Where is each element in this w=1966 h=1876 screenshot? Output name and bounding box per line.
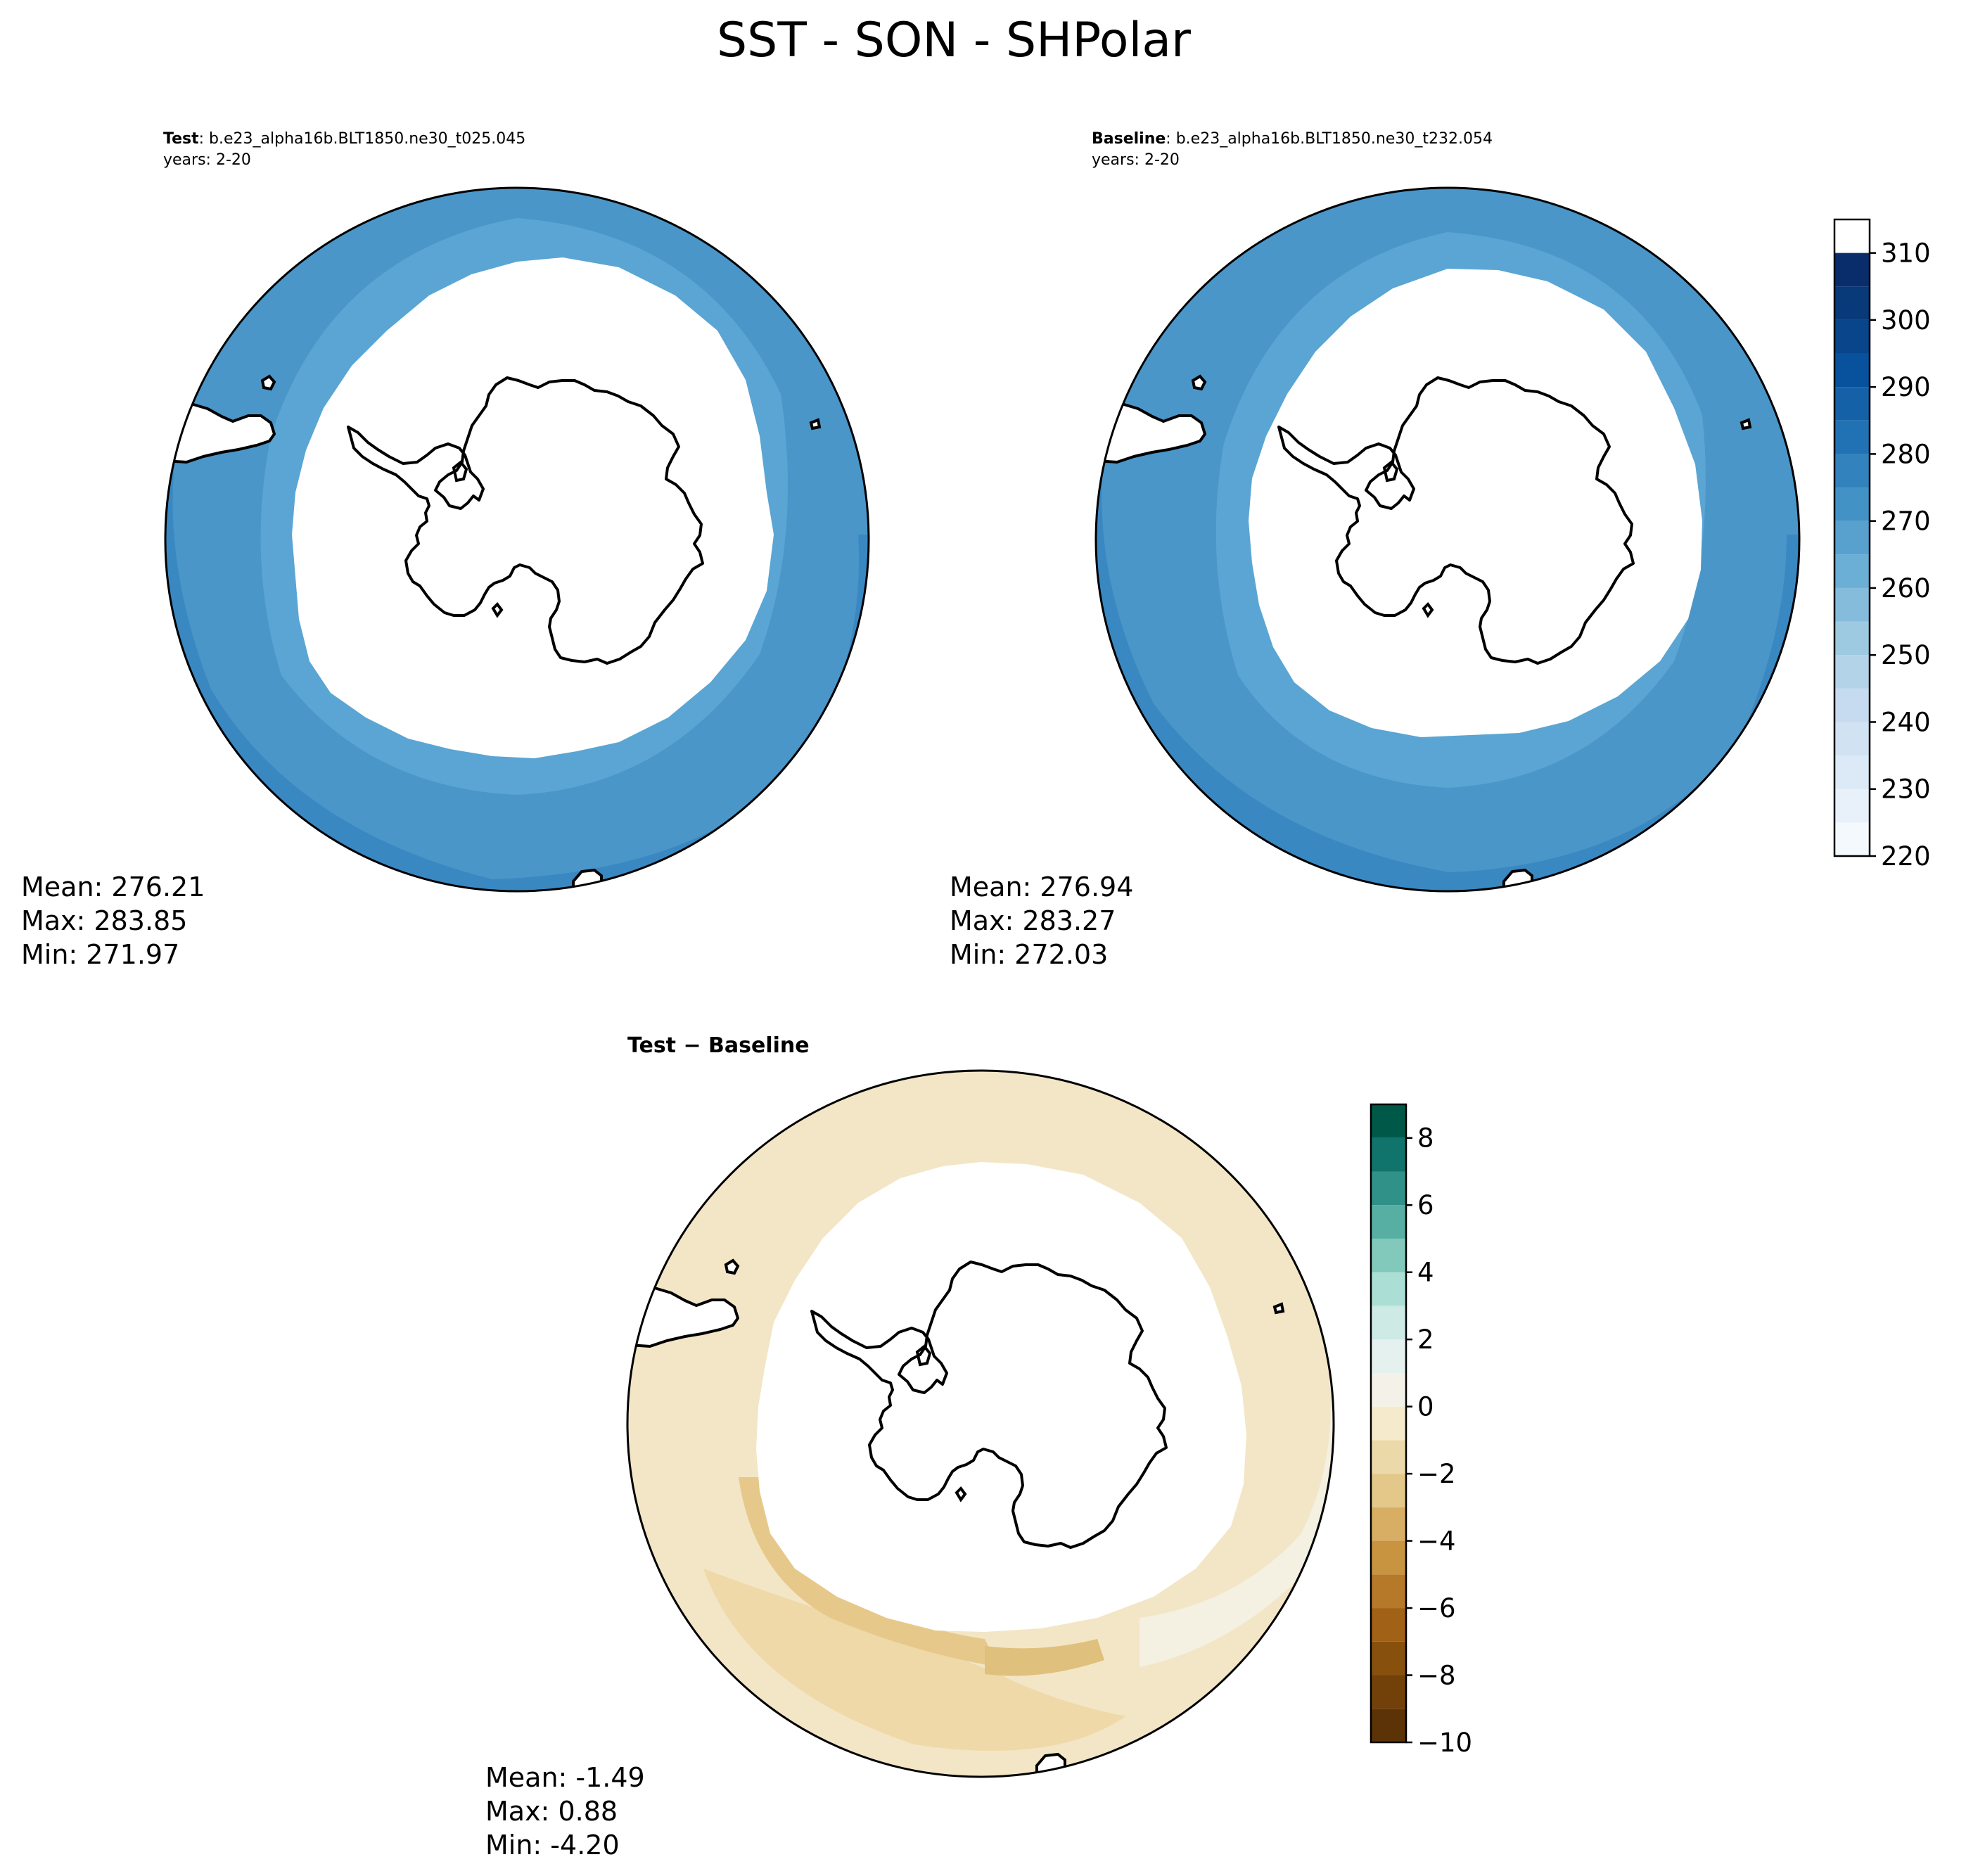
colorbar-absolute-swatch <box>1834 319 1870 354</box>
colorbar-difference-swatch <box>1371 1171 1406 1206</box>
colorbar-difference: −10 −8 −6 −4 −2 0 2 4 6 8 <box>1370 1103 1472 1758</box>
colorbar-absolute-swatch <box>1834 755 1870 789</box>
baseline-header: Baseline: b.e23_alpha16b.BLT1850.ne30_t2… <box>1092 130 1493 148</box>
test-sea-ice-mask <box>292 257 774 758</box>
test-header-label: Test <box>163 130 199 148</box>
colorbar-difference-swatch <box>1371 1474 1406 1507</box>
colorbar-absolute-swatch <box>1834 655 1870 689</box>
colorbar-difference-swatch <box>1371 1372 1406 1407</box>
test-min: Min: 271.97 <box>21 939 179 970</box>
colorbar-absolute-tick-label: 260 <box>1881 573 1931 604</box>
colorbar-absolute-tick-label: 310 <box>1881 238 1931 269</box>
colorbar-absolute-swatch <box>1834 621 1870 656</box>
colorbar-difference-swatch <box>1371 1641 1406 1676</box>
colorbar-absolute-swatch <box>1834 722 1870 756</box>
colorbar-absolute-swatch <box>1834 253 1870 287</box>
difference-min: Min: -4.20 <box>485 1830 620 1861</box>
colorbar-difference-tick-label: 8 <box>1417 1123 1434 1154</box>
difference-max: Max: 0.88 <box>485 1796 618 1827</box>
baseline-header-case: : b.e23_alpha16b.BLT1850.ne30_t232.054 <box>1166 130 1493 148</box>
difference-header: Test − Baseline <box>627 1033 810 1058</box>
difference-field-neg-1 <box>703 1569 1125 1751</box>
colorbar-absolute-swatch <box>1834 353 1870 388</box>
colorbar-difference-swatch <box>1371 1507 1406 1541</box>
figure-title: SST - SON - SHPolar <box>717 13 1191 68</box>
colorbar-difference-tick-label: −4 <box>1417 1526 1456 1557</box>
colorbar-absolute: 220 230 240 250 260 270 280 290 300 310 <box>1833 218 1931 872</box>
colorbar-difference-swatch <box>1371 1406 1406 1441</box>
colorbar-difference-frame <box>1370 1103 1408 1744</box>
colorbar-difference-swatch <box>1371 1440 1406 1474</box>
colorbar-difference-swatch <box>1371 1306 1406 1340</box>
panel-difference: Test − Baseline Mean: -1.49 Max: 0.88 Mi… <box>485 1033 1335 1861</box>
colorbar-absolute-swatch <box>1834 688 1870 722</box>
colorbar-difference-tick-label: 4 <box>1417 1258 1434 1288</box>
colorbar-difference-swatch <box>1371 1675 1406 1709</box>
baseline-map-boundary <box>1094 186 1801 893</box>
colorbar-difference-swatch <box>1371 1104 1406 1138</box>
test-map <box>165 188 869 891</box>
colorbar-absolute-swatch <box>1834 822 1870 856</box>
baseline-header-years: years: 2-20 <box>1092 151 1180 169</box>
panel-test: Test: b.e23_alpha16b.BLT1850.ne30_t025.0… <box>21 130 870 970</box>
colorbar-difference-tick-label: −8 <box>1417 1661 1456 1691</box>
baseline-map <box>1096 188 1799 891</box>
colorbar-difference-tick-label: 6 <box>1417 1190 1434 1220</box>
colorbar-absolute-swatch <box>1834 487 1870 521</box>
colorbar-absolute-swatch <box>1834 554 1870 588</box>
difference-map-boundary <box>626 1069 1335 1778</box>
colorbar-absolute-swatch <box>1834 286 1870 320</box>
colorbar-difference-swatch <box>1371 1137 1406 1172</box>
colorbar-absolute-tick-label: 300 <box>1881 305 1931 336</box>
colorbar-difference-swatch <box>1371 1608 1406 1642</box>
colorbar-difference-tick-label: −2 <box>1417 1459 1456 1489</box>
colorbar-absolute-tick-label: 250 <box>1881 640 1931 670</box>
test-map-boundary <box>164 186 870 893</box>
colorbar-difference-swatch <box>1371 1272 1406 1306</box>
baseline-min: Min: 272.03 <box>950 939 1108 970</box>
colorbar-absolute-swatch <box>1834 587 1870 622</box>
test-header-case: : b.e23_alpha16b.BLT1850.ne30_t025.045 <box>199 130 526 148</box>
difference-mean: Mean: -1.49 <box>485 1762 645 1793</box>
test-header: Test: b.e23_alpha16b.BLT1850.ne30_t025.0… <box>163 130 525 148</box>
colorbar-absolute-tick-label: 270 <box>1881 506 1931 537</box>
panel-baseline: Baseline: b.e23_alpha16b.BLT1850.ne30_t2… <box>950 130 1801 970</box>
colorbar-absolute-tick-label: 230 <box>1881 774 1931 805</box>
baseline-max: Max: 283.27 <box>950 905 1116 936</box>
colorbar-difference-tick-label: 2 <box>1417 1325 1434 1355</box>
difference-sea-ice-mask <box>756 1162 1246 1632</box>
colorbar-difference-swatch <box>1371 1574 1406 1609</box>
colorbar-absolute-frame <box>1833 218 1871 857</box>
colorbar-difference-tick-label: −6 <box>1417 1593 1456 1623</box>
colorbar-difference-swatch <box>1371 1339 1406 1373</box>
difference-field-neg-3 <box>985 1639 1104 1676</box>
colorbar-absolute-tick-label: 220 <box>1881 841 1931 872</box>
test-max: Max: 283.85 <box>21 905 187 936</box>
colorbar-absolute-swatch <box>1834 454 1870 488</box>
baseline-mean: Mean: 276.94 <box>950 872 1133 902</box>
colorbar-difference-swatch <box>1371 1540 1406 1575</box>
colorbar-absolute-swatch <box>1834 387 1870 421</box>
colorbar-absolute-swatch <box>1834 521 1870 555</box>
colorbar-difference-tick-label: 0 <box>1417 1392 1434 1422</box>
test-mean: Mean: 276.21 <box>21 872 205 902</box>
test-header-years: years: 2-20 <box>163 151 251 169</box>
colorbar-absolute-tick-label: 240 <box>1881 707 1931 737</box>
colorbar-absolute-swatch <box>1834 420 1870 454</box>
colorbar-absolute-tick-label: 290 <box>1881 372 1931 402</box>
colorbar-absolute-tick-label: 280 <box>1881 439 1931 469</box>
difference-map <box>627 1071 1334 1777</box>
colorbar-difference-tick-label: −10 <box>1417 1728 1472 1758</box>
baseline-header-label: Baseline <box>1092 130 1166 148</box>
difference-field-neutral <box>1140 1379 1334 1667</box>
colorbar-difference-swatch <box>1371 1709 1406 1742</box>
colorbar-difference-swatch <box>1371 1205 1406 1239</box>
colorbar-absolute-swatch <box>1834 789 1870 823</box>
colorbar-difference-swatch <box>1371 1238 1406 1272</box>
